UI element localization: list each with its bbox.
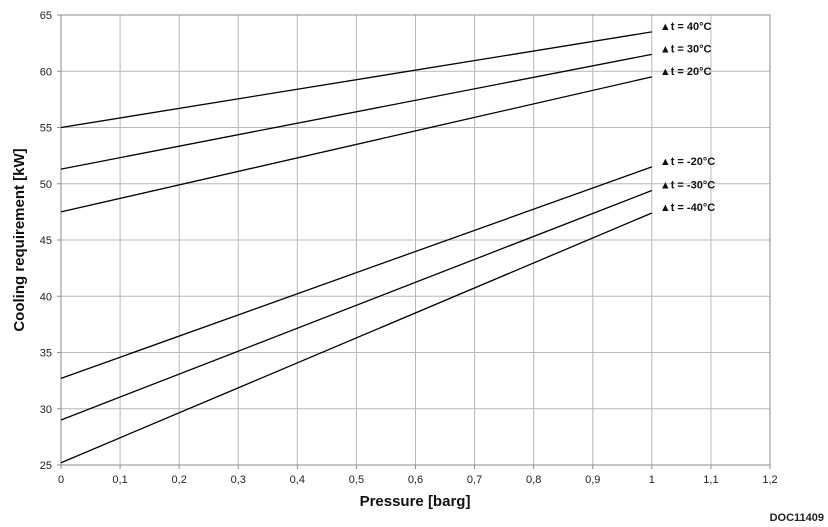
series-line — [60, 53, 652, 170]
y-tick-label: 50 — [40, 179, 52, 191]
y-tick-label: 60 — [40, 66, 52, 78]
x-tick-label: 1 — [649, 474, 655, 486]
series-line — [60, 189, 653, 421]
plot-area-frame — [60, 14, 771, 466]
grid-lines — [57, 14, 771, 469]
y-tick-label: 45 — [40, 235, 52, 247]
x-tick-label: 0,9 — [585, 474, 600, 486]
y-axis-title: Cooling requirement [kW] — [11, 148, 28, 331]
y-tick-label: 30 — [40, 404, 52, 416]
x-tick-label: 1,1 — [703, 474, 718, 486]
series-line — [60, 166, 653, 379]
y-tick-label: 40 — [40, 291, 52, 303]
series-label: ▲t = 40°C — [660, 21, 712, 33]
x-tick-label: 0,8 — [526, 474, 541, 486]
series-lines — [60, 31, 653, 464]
x-tick-label: 0,6 — [408, 474, 423, 486]
x-tick-label: 0 — [58, 474, 64, 486]
x-axis-title: Pressure [barg] — [360, 493, 471, 510]
series-line — [60, 76, 652, 213]
series-label: ▲t = -20°C — [660, 156, 715, 168]
y-tick-label: 35 — [40, 348, 52, 360]
x-axis-tick-labels: 0 0,1 0,2 0,3 0,4 0,5 0,6 0,7 0,8 0,9 1 1,1 1,2 — [58, 474, 778, 486]
x-tick-label: 0,2 — [172, 474, 187, 486]
x-tick-label: 0,5 — [349, 474, 364, 486]
series-label: ▲t = -40°C — [660, 202, 715, 214]
x-tick-label: 0,7 — [467, 474, 482, 486]
y-tick-label: 55 — [40, 123, 52, 135]
x-tick-label: 0,1 — [112, 474, 127, 486]
series-label: ▲t = 20°C — [660, 66, 712, 78]
series-line — [60, 212, 653, 464]
x-tick-label: 0,3 — [231, 474, 246, 486]
series-label: ▲t = -30°C — [660, 180, 715, 192]
series-labels: ▲t = 40°C ▲t = 30°C ▲t = 20°C ▲t = -20°C ▲t … — [660, 21, 715, 214]
x-tick-label: 1,2 — [762, 474, 777, 486]
x-tick-label: 0,4 — [290, 474, 305, 486]
series-label: ▲t = 30°C — [660, 43, 712, 55]
series-line — [60, 31, 652, 129]
document-id: DOC11409 — [770, 512, 824, 524]
y-axis-tick-labels: 25 30 35 40 45 50 55 60 65 — [40, 10, 52, 472]
y-tick-label: 65 — [40, 10, 52, 22]
y-tick-label: 25 — [40, 460, 52, 472]
